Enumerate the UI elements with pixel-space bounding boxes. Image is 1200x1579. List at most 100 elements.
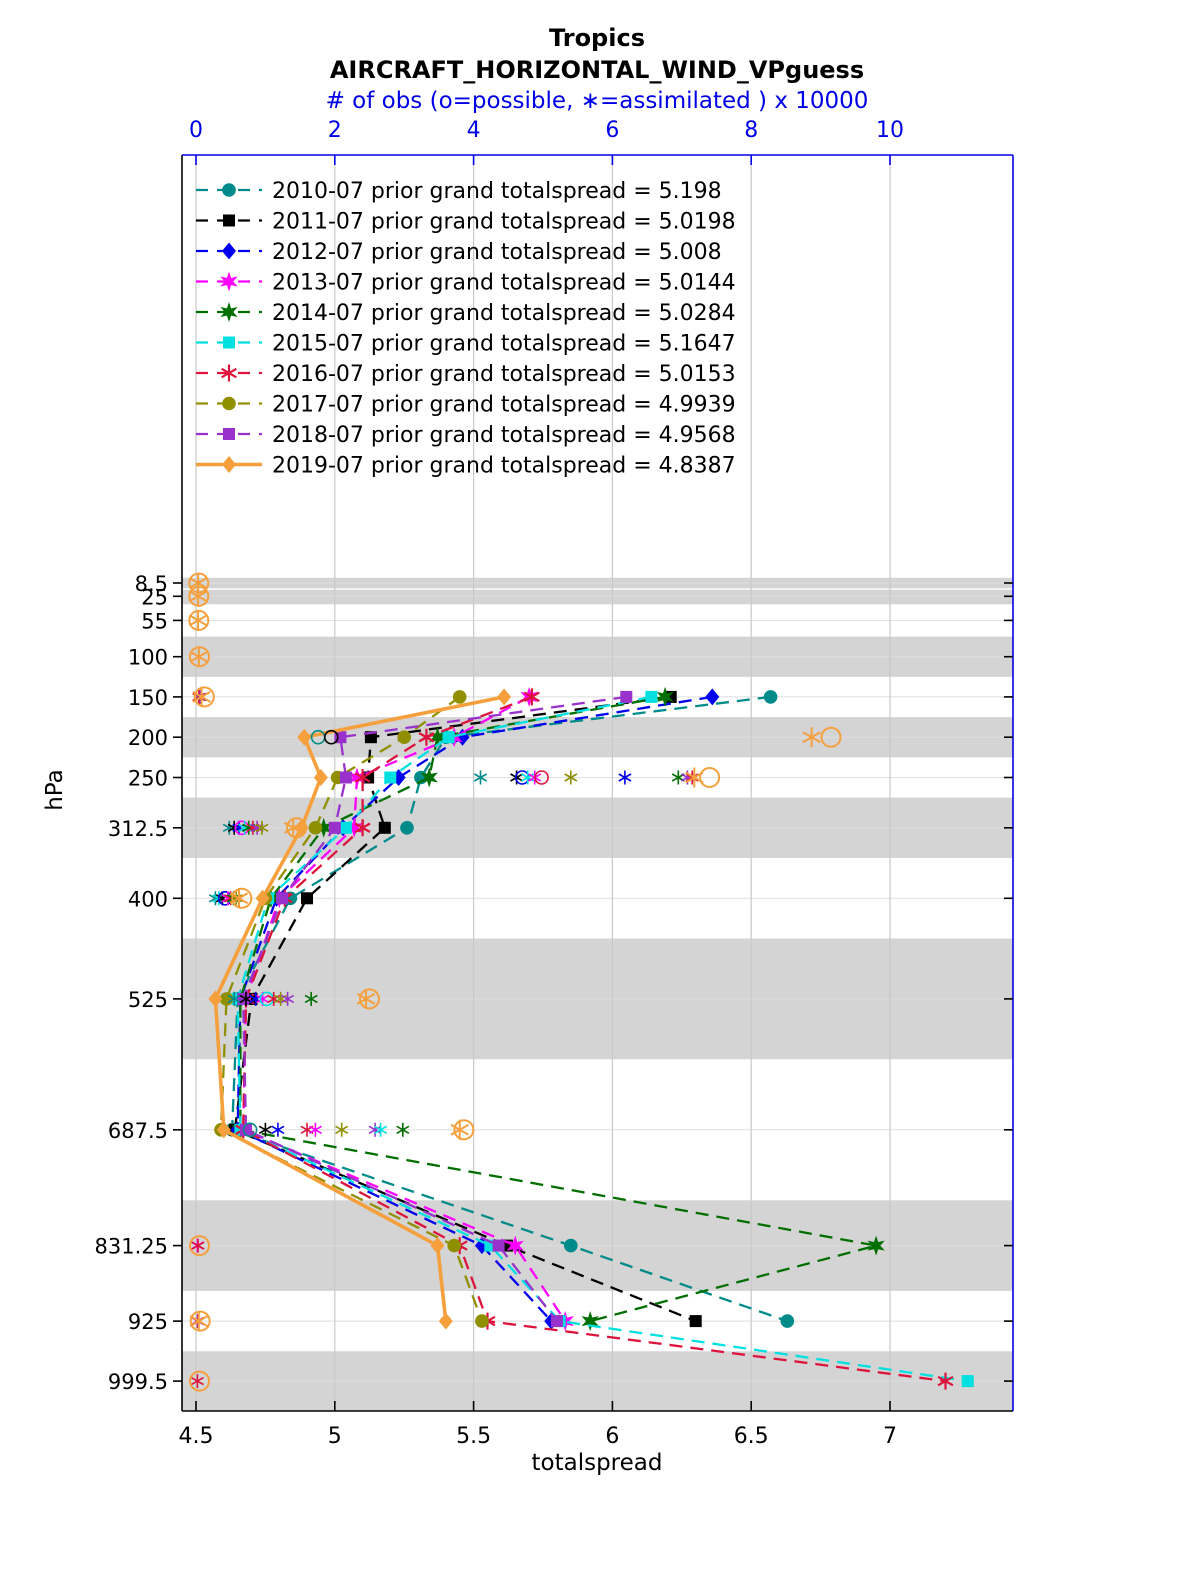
legend-label: 2017-07 prior grand totalspread = 4.9939: [272, 393, 736, 418]
data-point-circle: [564, 1238, 578, 1253]
left-tick-label: 55: [141, 609, 168, 633]
layer-legend: 2010-07 prior grand totalspread = 5.198 2…: [196, 179, 736, 479]
obs-assimilated-marker: [304, 991, 318, 1006]
data-point-star: [581, 1311, 599, 1332]
obs-assimilated-marker: [685, 770, 699, 785]
data-point-diamond: [430, 1237, 445, 1255]
data-point-diamond: [216, 1121, 231, 1139]
top-axis-label: # of obs (o=possible, ∗=assimilated ) x …: [326, 88, 869, 114]
legend-label: 2010-07 prior grand totalspread = 5.198: [272, 179, 722, 204]
data-point-square: [620, 690, 633, 703]
data-point-star: [315, 817, 333, 838]
obs-assimilated-marker: [450, 1119, 469, 1140]
data-point-circle: [475, 1314, 489, 1328]
obs-assimilated-marker: [191, 1238, 205, 1253]
obs-possible-marker: [286, 817, 308, 839]
series-line-2012-07: [236, 695, 713, 1322]
obs-assimilated-marker: [189, 646, 208, 667]
data-point-square: [223, 336, 235, 349]
data-point-asterisk: [354, 769, 371, 786]
bottom-tick-label: 6.5: [734, 1424, 769, 1449]
legend-item-2015-07: 2015-07 prior grand totalspread = 5.1647: [196, 332, 736, 357]
data-point-star: [428, 727, 447, 748]
obs-assimilated-marker: [189, 1311, 208, 1332]
data-point-circle: [222, 396, 236, 411]
series-line-2017-07: [219, 695, 483, 1322]
data-point-square: [384, 771, 397, 784]
obs-assimilated-marker: [335, 1122, 349, 1137]
obs-possible-marker: [189, 1370, 210, 1392]
top-tick-label: 0: [189, 118, 203, 143]
series-line-2011-07: [233, 695, 697, 1323]
data-point-circle: [452, 690, 467, 704]
left-tick-label: 200: [128, 726, 168, 750]
shaded-pressure-band: [182, 589, 1013, 605]
top-tick-label: 2: [328, 118, 342, 143]
obs-assimilated-marker: [308, 1122, 322, 1137]
data-point-diamond: [222, 456, 236, 473]
data-point-star: [506, 1235, 524, 1256]
data-point-square: [689, 1315, 702, 1328]
bottom-tick-label: 7: [883, 1424, 897, 1449]
bottom-tick-label: 4.5: [179, 1424, 214, 1449]
data-point-circle: [400, 821, 414, 835]
left-tick-label: 999.5: [108, 1370, 168, 1394]
data-point-square: [492, 1239, 505, 1252]
obs-assimilated-marker: [190, 1374, 204, 1389]
obs-possible-marker: [820, 726, 842, 748]
obs-assimilated-marker: [188, 586, 208, 607]
obs-assimilated-marker: [227, 991, 241, 1006]
obs-possible-marker: [231, 887, 253, 909]
legend-label: 2012-07 prior grand totalspread = 5.008: [272, 240, 722, 265]
data-point-diamond: [297, 728, 312, 746]
obs-possible-marker: [323, 729, 339, 745]
obs-assimilated-marker: [281, 991, 295, 1006]
data-point-asterisk: [523, 688, 540, 706]
obs-possible-marker: [242, 1122, 258, 1138]
legend-label: 2018-07 prior grand totalspread = 4.9568: [272, 423, 736, 448]
left-tick-label: 250: [128, 767, 168, 791]
data-point-diamond: [208, 990, 223, 1008]
chart-title-region: Tropics: [549, 24, 645, 52]
obs-possible-marker: [534, 770, 549, 785]
left-tick-label: 400: [128, 887, 168, 911]
obs-assimilated-marker: [368, 1122, 382, 1137]
data-point-diamond: [222, 242, 236, 260]
data-point-circle: [780, 1314, 795, 1328]
legend-label: 2013-07 prior grand totalspread = 5.0144: [272, 271, 736, 296]
data-point-asterisk: [937, 1372, 954, 1390]
data-point-square: [339, 821, 352, 834]
legend-item-2010-07: 2010-07 prior grand totalspread = 5.198: [196, 179, 722, 204]
data-point-square: [550, 1315, 563, 1328]
obs-assimilated-marker: [255, 820, 269, 835]
top-tick-label: 4: [467, 118, 481, 143]
obs-assimilated-marker: [564, 770, 578, 785]
data-point-diamond: [255, 889, 270, 907]
top-tick-label: 10: [876, 118, 904, 143]
data-point-circle: [222, 183, 236, 197]
data-point-circle: [219, 992, 234, 1006]
obs-assimilated-marker: [474, 770, 487, 785]
legend-item-2012-07: 2012-07 prior grand totalspread = 5.008: [196, 240, 722, 265]
data-point-asterisk: [418, 728, 435, 746]
data-point-circle: [763, 690, 778, 704]
legend-label: 2011-07 prior grand totalspread = 5.0198: [272, 210, 736, 235]
obs-possible-marker: [189, 1310, 211, 1332]
data-point-diamond: [438, 1312, 453, 1330]
obs-assimilated-marker: [374, 1122, 388, 1137]
data-point-star: [867, 1235, 885, 1256]
legend-item-2018-07: 2018-07 prior grand totalspread = 4.9568: [196, 423, 736, 448]
legend-item-2016-07: 2016-07 prior grand totalspread = 5.0153: [196, 362, 736, 387]
data-point-square: [301, 892, 313, 905]
data-point-diamond: [497, 688, 512, 706]
data-point-square: [378, 821, 391, 834]
series-line-2015-07: [236, 695, 968, 1383]
data-point-circle: [397, 730, 412, 744]
data-point-diamond: [705, 688, 720, 706]
obs-possible-marker: [193, 686, 215, 708]
data-point-star: [220, 271, 238, 292]
bottom-tick-label: 5: [328, 1424, 342, 1449]
obs-assimilated-marker: [618, 770, 632, 785]
